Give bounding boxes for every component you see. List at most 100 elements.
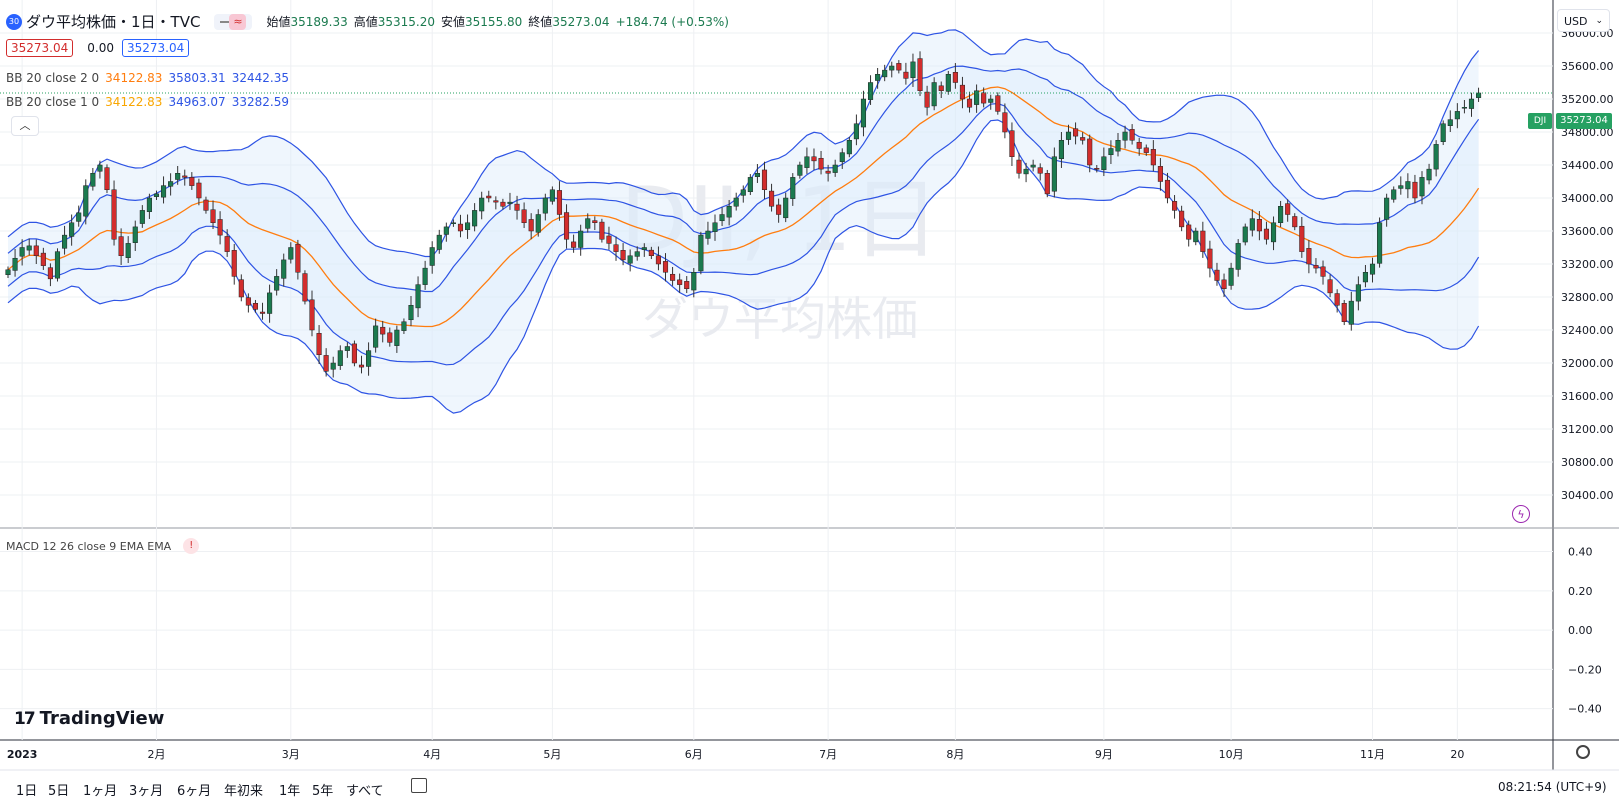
candle <box>274 269 280 296</box>
price-tick-label: 33200.00 <box>1561 258 1614 271</box>
symbol-badge: 30 <box>6 13 22 30</box>
candle <box>422 260 428 290</box>
macd-warning-icon[interactable]: ! <box>183 538 200 554</box>
candle <box>1256 211 1262 241</box>
tf-1d[interactable]: 1日 <box>16 784 38 799</box>
candle <box>761 161 768 199</box>
tf-5d[interactable]: 5日 <box>48 784 70 799</box>
candle-body <box>429 247 435 266</box>
tf-3m[interactable]: 3ヶ月 <box>129 784 164 799</box>
time-tick-label: 2月 <box>147 748 165 761</box>
candle-body <box>1292 216 1298 228</box>
bb2-fill <box>8 29 1479 414</box>
candle-body <box>691 272 697 291</box>
candle-body <box>1306 248 1312 265</box>
tf-5y[interactable]: 5年 <box>312 784 334 799</box>
sell-price-box[interactable]: 35273.04 <box>6 39 74 57</box>
candle <box>153 190 160 200</box>
candle <box>1129 124 1135 145</box>
chevron-down-icon: ⌄ <box>1595 16 1603 26</box>
calendar-icon[interactable] <box>411 778 427 793</box>
time-tick-label: 20 <box>1450 748 1464 761</box>
candle <box>853 114 859 146</box>
tf-1m[interactable]: 1ヶ月 <box>83 784 118 799</box>
candle <box>330 356 336 378</box>
candle-body <box>394 329 400 346</box>
candle-body <box>995 95 1001 112</box>
candle-body <box>1016 159 1022 174</box>
candle <box>1398 176 1404 195</box>
bb2-legend[interactable]: BB 20 close 2 0 34122.83 35803.31 32442.… <box>6 71 295 85</box>
candle-body <box>182 175 188 178</box>
candle-body <box>330 362 336 370</box>
candle-body <box>1405 181 1411 190</box>
candle-body <box>358 364 365 368</box>
last-price-symbol-tag: DJI <box>1528 113 1552 129</box>
change-value: +184.74 (+0.53%) <box>615 14 729 29</box>
candle <box>1313 258 1319 274</box>
candle <box>19 239 25 266</box>
candle <box>719 207 725 227</box>
candle <box>705 221 711 245</box>
tf-6m[interactable]: 6ヶ月 <box>177 784 212 799</box>
candle <box>1030 159 1036 172</box>
candle-body <box>1221 279 1227 289</box>
candle <box>146 193 152 219</box>
candle <box>620 243 626 266</box>
macd-legend[interactable]: MACD 12 26 close 9 EMA EMA ! <box>6 538 205 554</box>
close-label: 終値 <box>528 15 553 29</box>
tf-ytd[interactable]: 年初来 <box>224 784 264 799</box>
candle-body <box>910 61 916 78</box>
candle <box>952 63 958 89</box>
flash-icon[interactable]: ϟ <box>1512 505 1530 523</box>
time-tick-label: 7月 <box>819 748 837 761</box>
candle-body <box>380 326 386 335</box>
candle <box>358 355 365 374</box>
symbol-title[interactable]: ダウ平均株価・1日・TVC <box>26 13 201 31</box>
candle <box>252 299 258 313</box>
candle <box>33 239 39 264</box>
macd-tick-label: −0.40 <box>1568 703 1602 716</box>
tradingview-logo[interactable]: 17 TradingView <box>14 708 164 729</box>
tf-1y[interactable]: 1年 <box>279 784 301 799</box>
candle-body <box>337 350 343 366</box>
candle <box>571 234 577 253</box>
candle <box>259 302 266 320</box>
buy-price-box[interactable]: 35273.04 <box>121 39 190 57</box>
candle <box>1299 216 1305 258</box>
candle <box>168 173 174 196</box>
candle-body <box>599 221 605 240</box>
bb1-label: BB 20 close 1 0 <box>6 95 100 109</box>
price-tick-label: 32800.00 <box>1561 291 1614 304</box>
candle <box>54 248 61 282</box>
candle-body <box>12 257 18 271</box>
macd-tick-label: 0.20 <box>1568 585 1593 598</box>
bb1-legend[interactable]: BB 20 close 1 0 34122.83 34963.07 33282.… <box>6 95 295 109</box>
candle <box>754 164 760 183</box>
bb1-upper: 34963.07 <box>168 95 226 109</box>
candle <box>1186 220 1192 247</box>
candle-body <box>90 173 96 187</box>
candle-body <box>1087 138 1093 166</box>
tf-all[interactable]: すべて <box>346 784 384 799</box>
price-tick-label: 32400.00 <box>1561 324 1614 337</box>
candle <box>500 198 506 210</box>
gear-icon[interactable] <box>1576 745 1590 759</box>
clock-time[interactable]: 08:21:54 (UTC+9) <box>1498 780 1607 794</box>
candle <box>1433 140 1439 177</box>
bb2-upper: 35803.31 <box>168 71 226 85</box>
candle <box>224 229 230 257</box>
candle-body <box>493 200 499 203</box>
chart-style-toggle[interactable]: ≈ <box>214 13 253 30</box>
candle-body <box>988 98 994 103</box>
candle-body <box>938 85 944 92</box>
candle <box>111 180 117 246</box>
currency-select[interactable]: USD ⌄ <box>1557 9 1610 32</box>
candle <box>592 216 598 231</box>
candle-body <box>641 247 647 250</box>
candle <box>1348 291 1354 331</box>
candle <box>1207 240 1213 278</box>
candle-body <box>719 214 725 222</box>
collapse-legend-button[interactable]: ︿ <box>11 116 39 136</box>
